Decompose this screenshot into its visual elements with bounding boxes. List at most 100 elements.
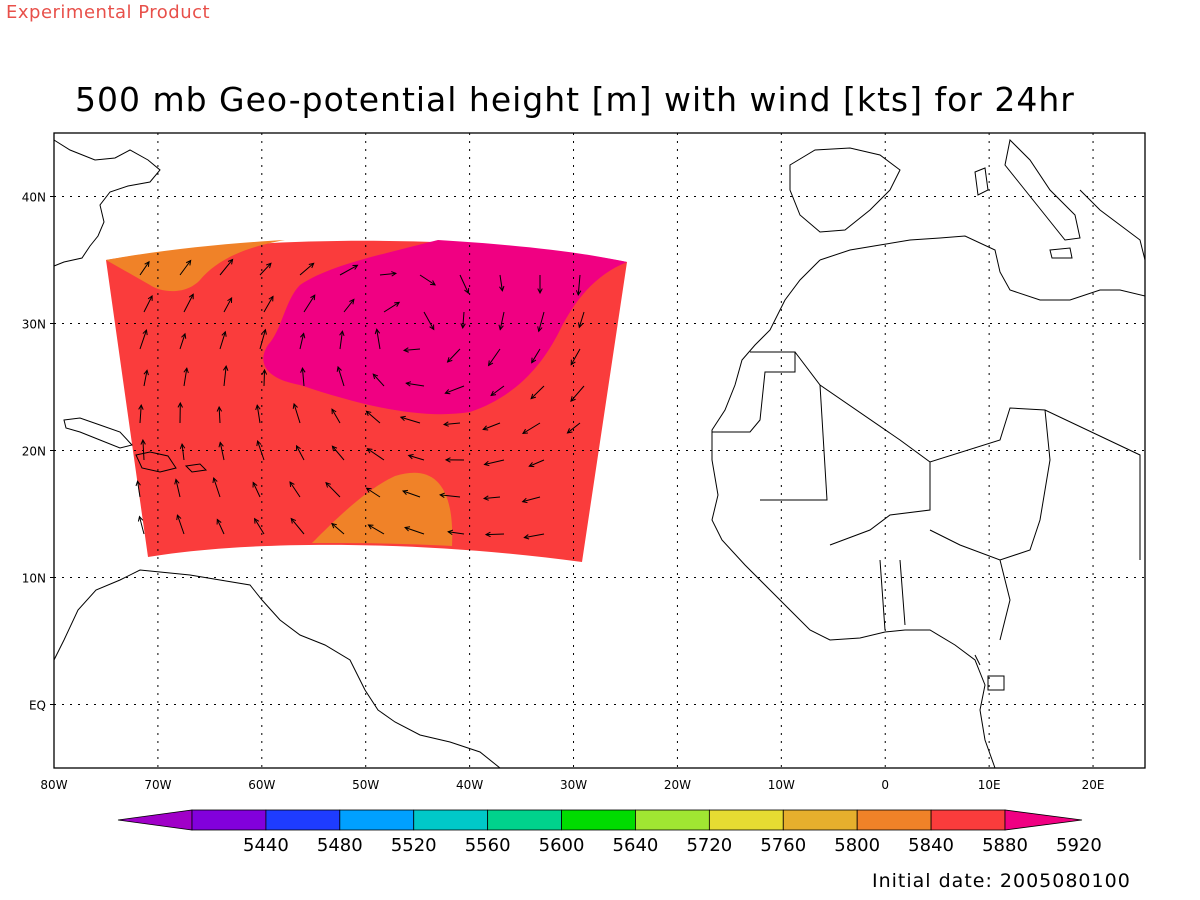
wind-arrow: [212, 476, 221, 498]
lat-tick-label: 30N: [22, 318, 46, 332]
wind-arrow: [140, 438, 146, 461]
wind-arrow: [498, 311, 505, 331]
wind-arrow: [570, 385, 585, 402]
wind-arrow: [339, 264, 359, 276]
africa-west-coast: [711, 259, 996, 769]
wind-arrow: [261, 368, 268, 387]
wind-arrow: [460, 311, 466, 330]
colorbar-level-label: 5840: [908, 835, 954, 856]
wind-arrow: [531, 348, 541, 364]
colorbar-level-label: 5880: [982, 835, 1028, 856]
lat-tick-label: 40N: [22, 191, 46, 205]
lon-tick-label: 10E: [978, 778, 1001, 792]
wind-arrow: [222, 365, 229, 387]
wind-arrow: [530, 385, 545, 400]
wind-arrow: [143, 369, 149, 387]
lon-tick-label: 60W: [248, 778, 275, 792]
lat-tick-label: 10N: [22, 572, 46, 586]
colorbar-level-label: 5800: [834, 835, 880, 856]
wind-arrow: [177, 401, 183, 424]
wind-arrow: [223, 296, 233, 313]
wind-arrow: [447, 529, 465, 536]
wind-arrow: [303, 294, 316, 313]
wind-arrow: [138, 403, 144, 424]
sicily-sardinia: [974, 167, 1073, 259]
south-america-north-coast: [53, 569, 501, 769]
wind-arrow: [331, 522, 345, 535]
colorbar-swatch: [635, 809, 710, 831]
colorbar-swatch: [561, 809, 636, 831]
colorbar-swatch: [265, 809, 341, 831]
wind-arrow: [537, 274, 543, 295]
wind-arrow: [365, 410, 381, 424]
wind-arrow: [537, 311, 545, 333]
wind-arrow: [423, 311, 435, 331]
wind-arrow: [442, 421, 461, 427]
colorbar-high-triangle: [1004, 809, 1083, 831]
height-band-above-5920: [263, 240, 627, 415]
wind-vectors: [135, 258, 585, 540]
lon-tick-label: 80W: [40, 778, 67, 792]
colorbar-swatch: [191, 809, 267, 831]
wind-arrow: [254, 517, 265, 535]
colorbar-level-label: 5600: [539, 835, 585, 856]
wind-arrow: [383, 301, 401, 313]
height-band-5840-5880-north: [106, 240, 285, 292]
wind-arrow: [179, 443, 186, 461]
lon-tick-label: 40W: [456, 778, 483, 792]
wind-arrow: [459, 274, 470, 295]
wind-arrow: [299, 262, 315, 276]
wind-arrow: [523, 533, 545, 540]
wind-arrow: [331, 408, 341, 424]
lon-tick-label: 0: [881, 778, 889, 792]
wind-arrow: [256, 440, 265, 461]
wind-arrow: [570, 348, 581, 366]
wind-arrow: [407, 454, 425, 461]
initial-date: Initial date: 2005080100: [872, 870, 1131, 892]
gulf-of-guinea-islands: [974, 654, 1005, 691]
lon-tick-label: 30W: [560, 778, 587, 792]
wind-arrow: [289, 481, 301, 498]
wind-arrow: [402, 347, 421, 353]
wind-arrow: [290, 517, 305, 535]
lon-ticks: 80W 70W 60W 50W 40W 30W 20W 10W 0 10E 20E: [40, 778, 1104, 792]
wind-arrow: [216, 518, 225, 535]
wind-arrow: [444, 385, 465, 395]
colorbar-level-label: 5520: [391, 835, 437, 856]
wind-arrow: [296, 444, 305, 461]
colorbar-level-label: 5440: [243, 835, 289, 856]
wind-arrow: [252, 481, 261, 498]
wind-arrow: [521, 496, 541, 504]
product-label: Experimental Product: [6, 2, 211, 23]
wind-arrow: [336, 365, 345, 387]
wind-arrow: [482, 422, 501, 431]
lat-ticks: 40N 30N 20N 10N EQ: [22, 191, 54, 713]
colorbar-level-label: 5760: [760, 835, 806, 856]
wind-arrow: [139, 329, 148, 350]
wind-arrow: [179, 332, 187, 350]
wind-arrow: [577, 311, 585, 329]
puerto-rico: [184, 463, 208, 473]
wind-arrow: [399, 415, 421, 424]
balkans: [1079, 189, 1146, 261]
wind-arrow: [139, 260, 150, 276]
wind-arrow: [179, 259, 192, 276]
wind-arrow: [176, 514, 185, 535]
wind-arrow: [259, 328, 267, 350]
colorbar-level-label: 5560: [465, 835, 511, 856]
wind-arrow: [404, 526, 425, 535]
wind-arrow: [219, 258, 234, 276]
colorbar-swatch: [930, 809, 1006, 831]
colorbar-swatch: [782, 809, 858, 831]
wind-arrow: [367, 524, 385, 535]
wind-arrow: [339, 330, 345, 350]
colorbar-level-label: 5920: [1056, 835, 1102, 856]
wind-arrow: [299, 332, 306, 350]
north-america-coast: [53, 139, 161, 267]
lat-tick-label: EQ: [29, 699, 46, 713]
colorbar-low-triangle: [117, 809, 193, 831]
wind-arrow: [372, 373, 385, 387]
lon-tick-label: 70W: [144, 778, 171, 792]
wind-arrow: [522, 422, 541, 435]
